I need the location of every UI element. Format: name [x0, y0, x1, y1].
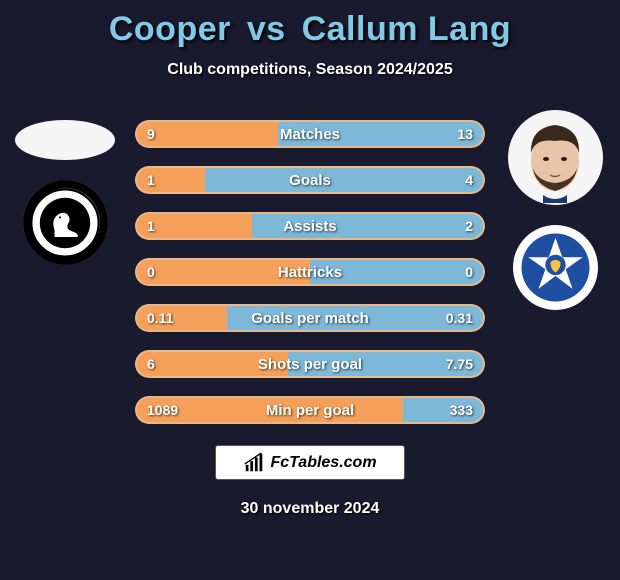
stat-row: 12Assists [135, 212, 485, 240]
stat-label: Goals per match [135, 310, 485, 327]
right-column [500, 110, 610, 310]
player1-name: Cooper [109, 10, 231, 48]
site-name: FcTables.com [270, 454, 376, 472]
stat-label: Goals [135, 172, 485, 189]
stat-label: Assists [135, 218, 485, 235]
left-column [10, 110, 120, 265]
player1-club-badge [23, 180, 108, 265]
stats-bars: 913Matches 14Goals 12Assists 00Hattricks 0.1… [135, 120, 485, 424]
face-icon [515, 113, 595, 203]
stat-row: 14Goals [135, 166, 485, 194]
stat-label: Matches [135, 126, 485, 143]
stat-row: 67.75Shots per goal [135, 350, 485, 378]
page-title: Cooper vs Callum Lang [0, 0, 620, 49]
swan-icon [30, 188, 100, 258]
stat-row: 0.110.31Goals per match [135, 304, 485, 332]
stat-row: 00Hattricks [135, 258, 485, 286]
subtitle: Club competitions, Season 2024/2025 [0, 61, 620, 79]
stat-label: Shots per goal [135, 356, 485, 373]
comparison-infographic: Cooper vs Callum Lang Club competitions,… [0, 0, 620, 580]
site-logo: FcTables.com [215, 445, 405, 480]
stat-row: 913Matches [135, 120, 485, 148]
stat-label: Hattricks [135, 264, 485, 281]
player2-avatar [508, 110, 603, 205]
portsmouth-badge-icon [513, 220, 598, 315]
stat-row: 1089333Min per goal [135, 396, 485, 424]
chart-icon [243, 452, 265, 474]
stat-label: Min per goal [135, 402, 485, 419]
player2-name: Callum Lang [302, 10, 512, 48]
footer-date: 30 november 2024 [0, 500, 620, 518]
vs-text: vs [247, 10, 286, 48]
player1-avatar [15, 120, 115, 160]
player2-club-badge [513, 225, 598, 310]
